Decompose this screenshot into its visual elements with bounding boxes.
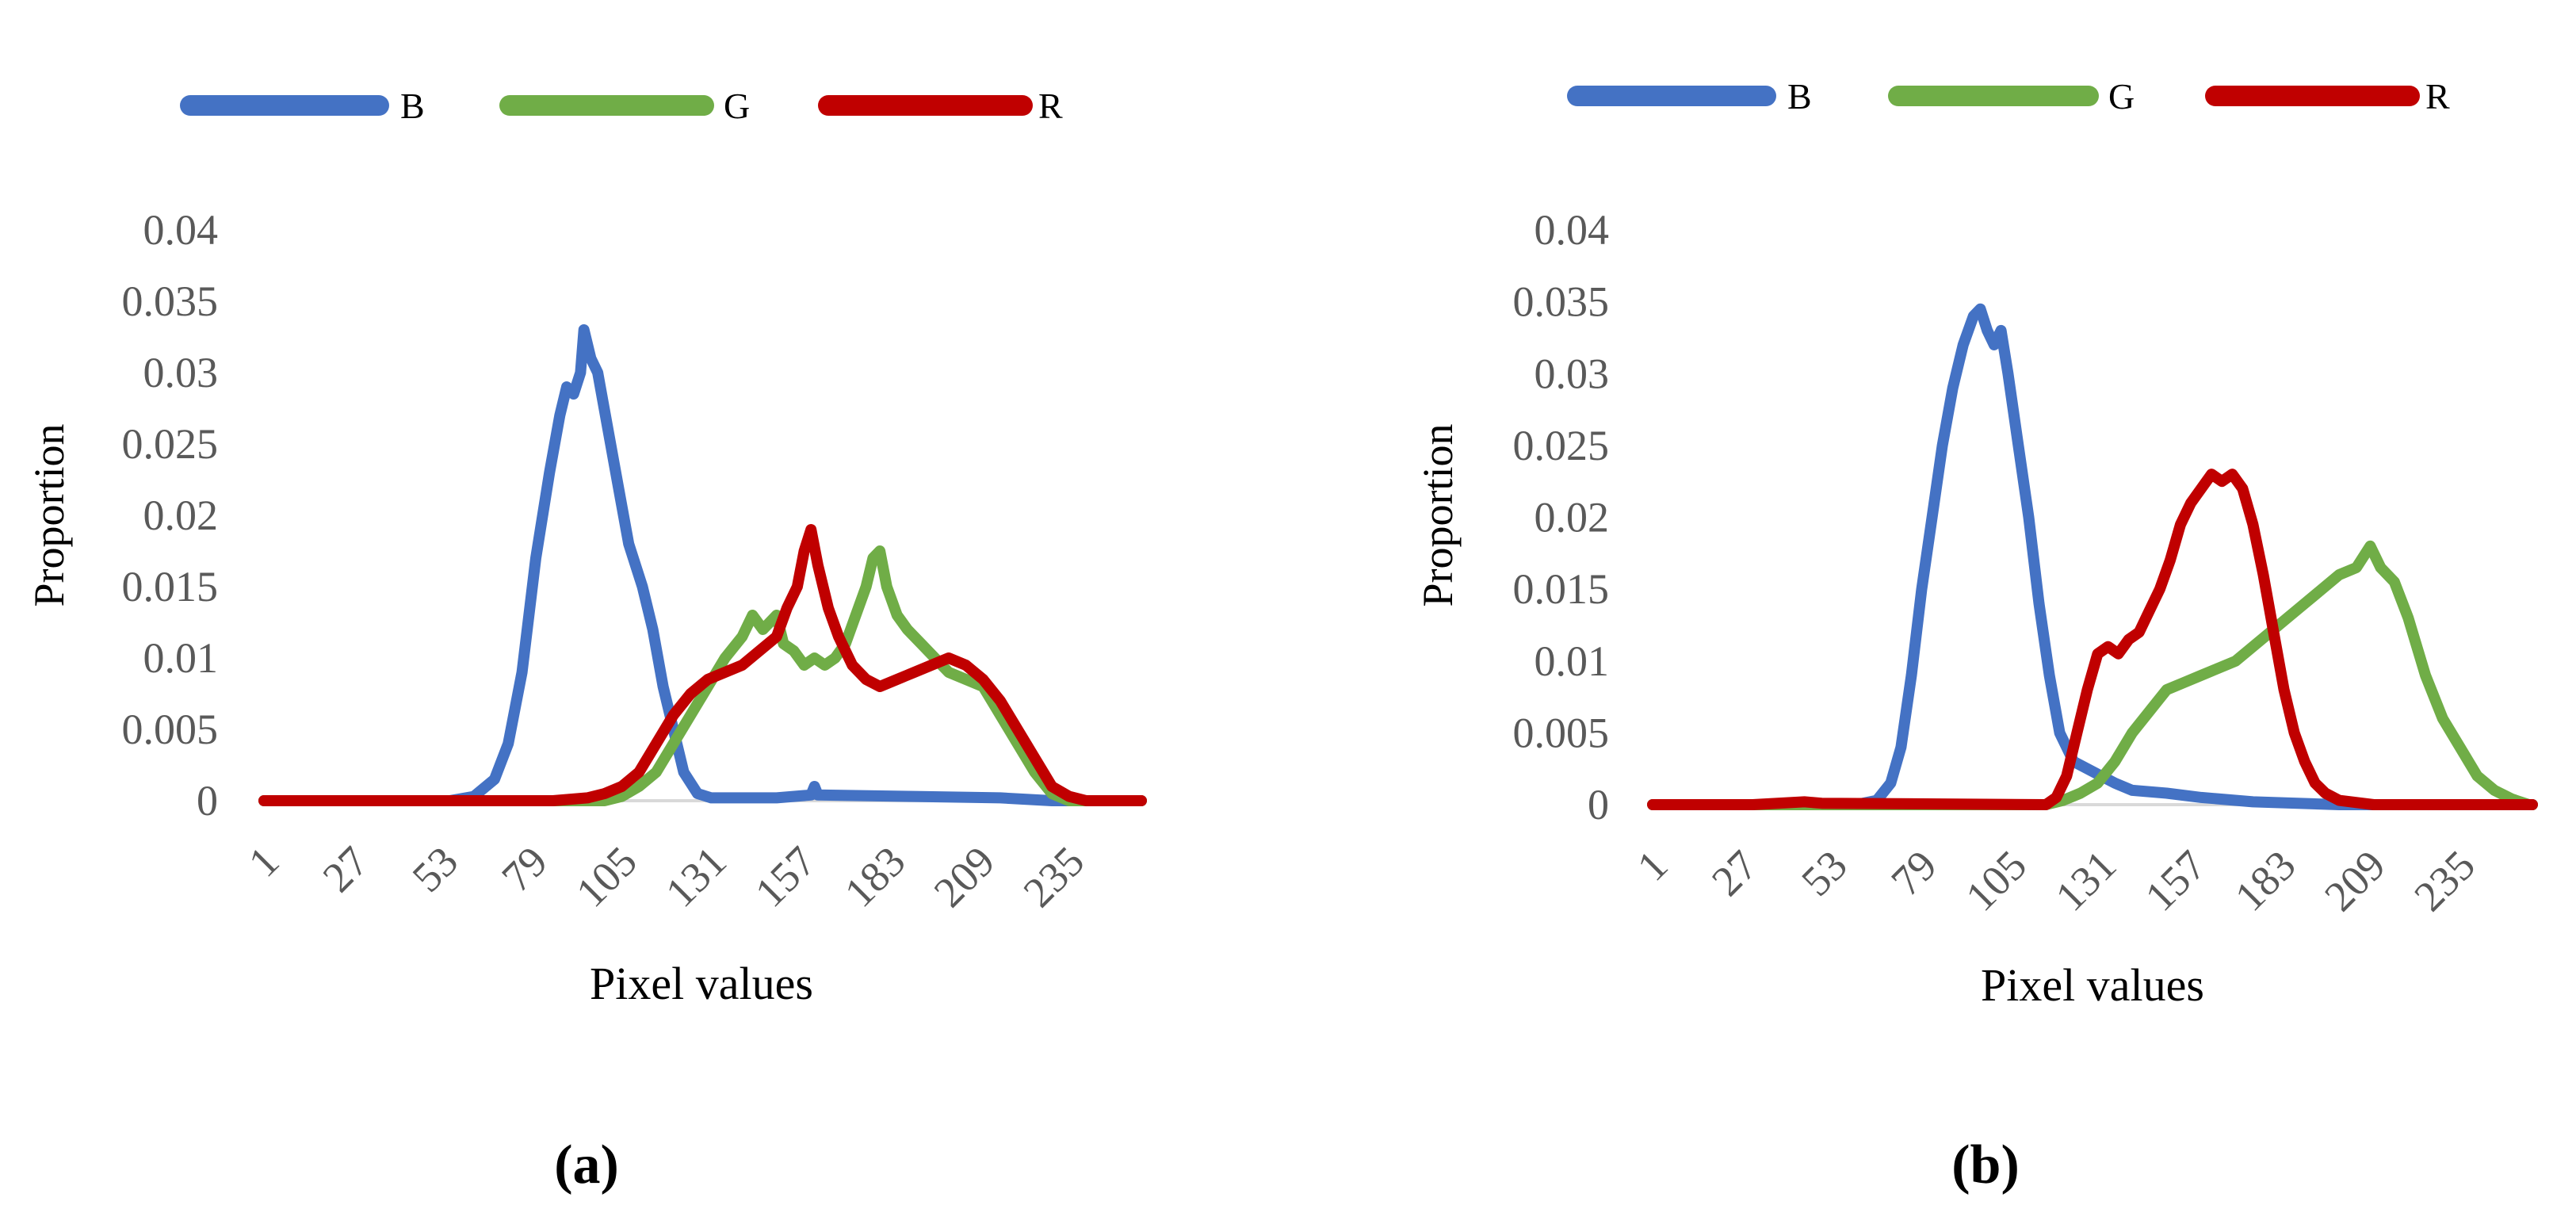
legend-label-r: R bbox=[2425, 76, 2450, 117]
series-line-g bbox=[1647, 540, 2538, 810]
y-tick-label: 0.04 bbox=[143, 206, 219, 254]
y-axis-label: Proportion bbox=[25, 423, 73, 606]
x-tick-label: 209 bbox=[925, 837, 1004, 916]
x-tick-label: 209 bbox=[2315, 841, 2394, 920]
series-line-r bbox=[1647, 469, 2538, 810]
x-tick-label: 53 bbox=[1792, 841, 1856, 905]
chart-panel-a: B G R 00.0050.010.0150.020.0250.030.0350… bbox=[25, 86, 1147, 1196]
panel-label-a: (a) bbox=[554, 1134, 619, 1196]
x-tick-label: 105 bbox=[567, 837, 646, 916]
x-tick-label: 105 bbox=[1956, 841, 2035, 920]
y-tick-label: 0.01 bbox=[143, 634, 219, 682]
legend-label-g: G bbox=[2108, 76, 2135, 117]
x-tick-label: 183 bbox=[835, 837, 915, 916]
x-tick-label: 157 bbox=[746, 837, 825, 916]
y-tick-label: 0.025 bbox=[122, 420, 219, 468]
plot-area bbox=[1647, 303, 2538, 810]
x-axis-label: Pixel values bbox=[1981, 959, 2204, 1011]
x-tick-label: 53 bbox=[403, 837, 468, 901]
series-line-b bbox=[1647, 303, 2538, 810]
x-tick-label: 157 bbox=[2136, 841, 2215, 920]
x-tick-label: 235 bbox=[1015, 837, 1094, 916]
plot-area bbox=[258, 324, 1147, 806]
chart-panel-b: B G R 00.0050.010.0150.020.0250.030.0350… bbox=[1414, 76, 2538, 1196]
panel-label-b: (b) bbox=[1951, 1134, 2020, 1196]
x-tick-label: 27 bbox=[1703, 841, 1767, 905]
x-tick-label: 79 bbox=[492, 837, 556, 901]
y-axis-tick-labels: 0 0.005 0.01 0.015 0.02 0.025 0.03 0.035 0.04 bbox=[1513, 206, 1610, 828]
x-tick-label: 131 bbox=[656, 837, 736, 916]
y-tick-label: 0.04 bbox=[1535, 206, 1610, 254]
series-line-g bbox=[258, 545, 1147, 806]
x-tick-label: 79 bbox=[1882, 841, 1946, 905]
x-tick-label: 27 bbox=[314, 837, 378, 901]
y-tick-label: 0.02 bbox=[1535, 494, 1610, 541]
x-tick-label: 131 bbox=[2047, 841, 2126, 920]
y-tick-label: 0.035 bbox=[1513, 278, 1610, 326]
legend-label-g: G bbox=[724, 86, 750, 126]
y-tick-label: 0.005 bbox=[122, 706, 219, 753]
x-tick-label: 183 bbox=[2226, 841, 2305, 920]
legend-label-b: B bbox=[400, 86, 425, 126]
y-tick-label: 0.02 bbox=[143, 492, 219, 539]
legend-label-r: R bbox=[1038, 86, 1063, 126]
series-line-r bbox=[258, 524, 1147, 806]
y-tick-label: 0.01 bbox=[1535, 637, 1610, 685]
x-axis-tick-labels: 1 27 53 79 105 131 157 183 209 235 bbox=[239, 837, 1093, 916]
y-tick-label: 0.015 bbox=[1513, 565, 1610, 613]
y-tick-label: 0.015 bbox=[122, 563, 219, 610]
y-tick-label: 0.03 bbox=[1535, 350, 1610, 397]
x-axis-label: Pixel values bbox=[590, 958, 813, 1009]
y-tick-label: 0.035 bbox=[122, 277, 219, 325]
y-axis-label: Proportion bbox=[1414, 423, 1462, 606]
y-tick-label: 0.005 bbox=[1513, 709, 1610, 756]
legend-label-b: B bbox=[1787, 76, 1812, 117]
y-axis-tick-labels: 0 0.005 0.01 0.015 0.02 0.025 0.03 0.035 0.04 bbox=[122, 206, 219, 824]
legend: B G R bbox=[180, 86, 1063, 126]
series-line-b bbox=[258, 324, 1147, 806]
x-tick-label: 1 bbox=[239, 837, 289, 886]
y-tick-label: 0.03 bbox=[143, 349, 219, 396]
legend: B G R bbox=[1567, 76, 2450, 117]
x-tick-label: 1 bbox=[1628, 841, 1677, 890]
y-tick-label: 0 bbox=[197, 777, 218, 824]
x-tick-label: 235 bbox=[2405, 841, 2484, 920]
x-axis-tick-labels: 1 27 53 79 105 131 157 183 209 235 bbox=[1628, 841, 2484, 920]
y-tick-label: 0 bbox=[1588, 781, 1609, 828]
y-tick-label: 0.025 bbox=[1513, 422, 1610, 469]
